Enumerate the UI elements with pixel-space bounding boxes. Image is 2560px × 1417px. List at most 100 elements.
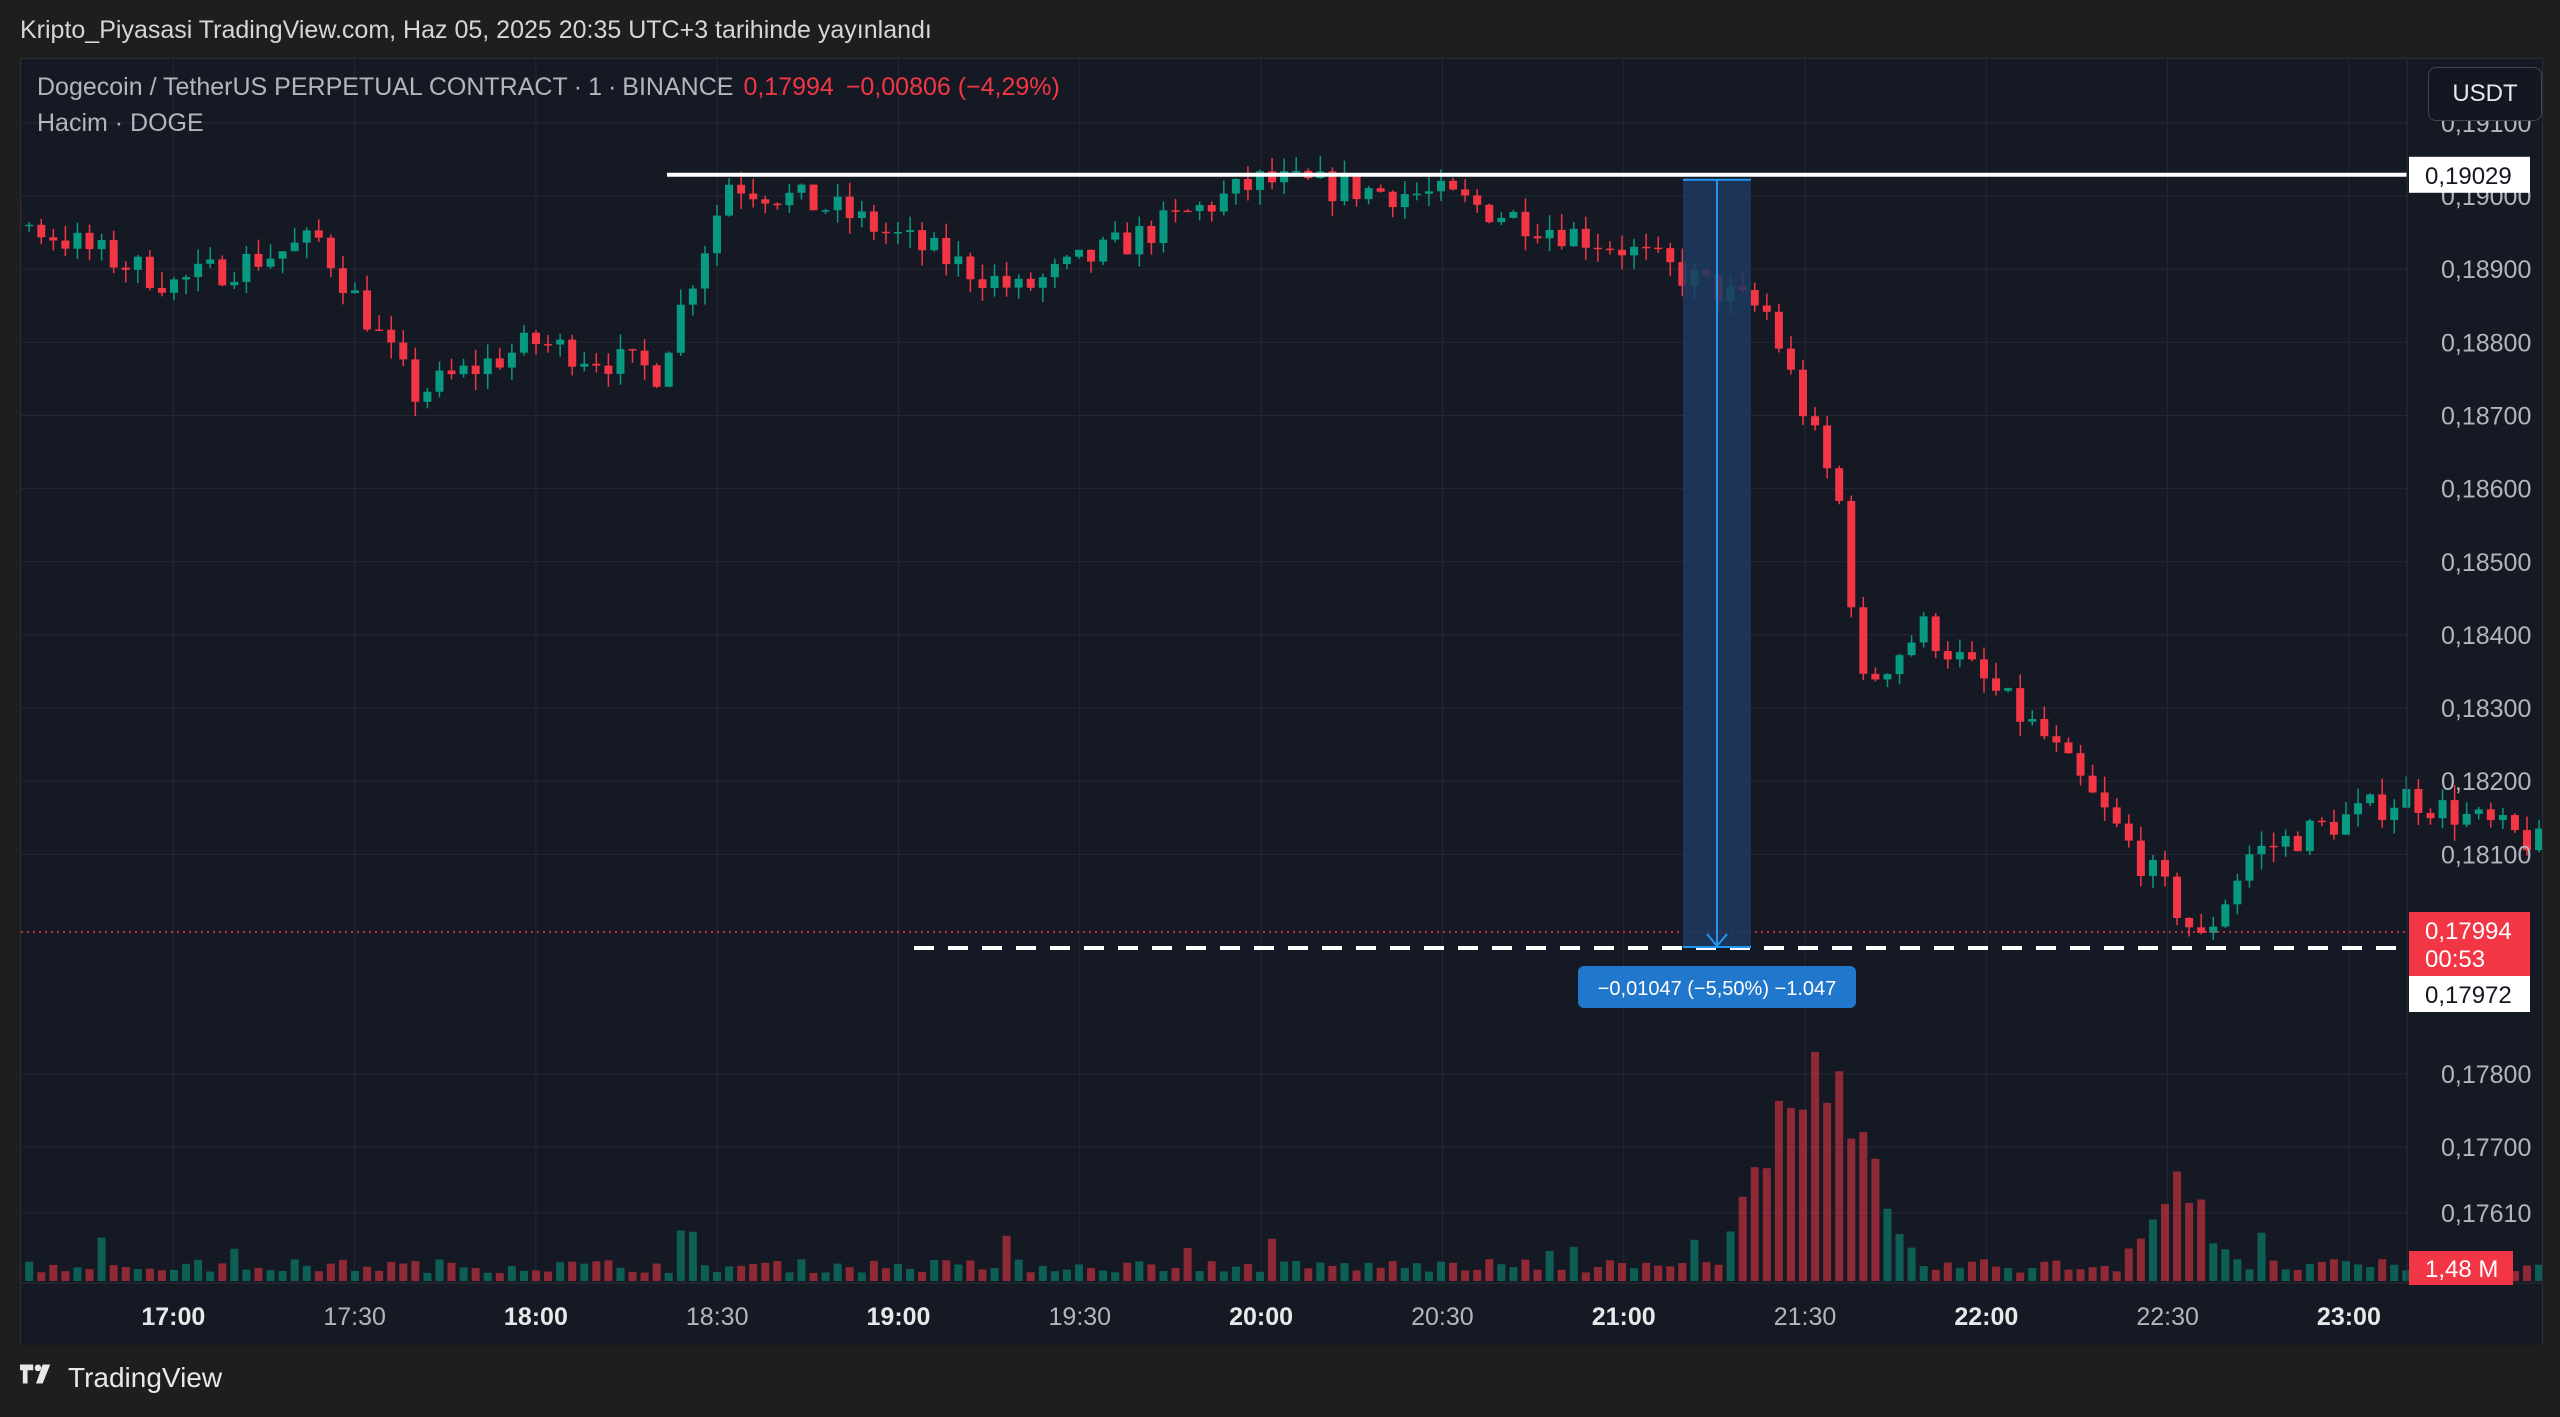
candle-body[interactable]	[2281, 835, 2290, 847]
candle-body[interactable]	[544, 344, 553, 346]
candle-body[interactable]	[2450, 800, 2459, 825]
candle-body[interactable]	[761, 199, 770, 204]
candle-body[interactable]	[2064, 742, 2073, 754]
candle-body[interactable]	[1159, 210, 1168, 243]
candle-body[interactable]	[1219, 193, 1228, 212]
candle-body[interactable]	[1256, 171, 1264, 190]
candle-body[interactable]	[1147, 225, 1156, 243]
candle-body[interactable]	[2366, 794, 2375, 804]
candle-body[interactable]	[495, 358, 504, 368]
candle-body[interactable]	[1919, 616, 1928, 643]
candle-body[interactable]	[2378, 794, 2387, 821]
tradingview-brand[interactable]: TradingView	[68, 1362, 223, 1393]
candle-body[interactable]	[326, 237, 335, 269]
candle-body[interactable]	[1847, 500, 1856, 608]
candle-body[interactable]	[2197, 927, 2206, 933]
candle-body[interactable]	[2016, 688, 2025, 722]
candle-body[interactable]	[906, 230, 915, 233]
candle-body[interactable]	[61, 240, 70, 249]
candle-body[interactable]	[1509, 211, 1518, 218]
candle-body[interactable]	[592, 363, 601, 366]
candle-body[interactable]	[109, 240, 118, 268]
candle-body[interactable]	[1497, 217, 1506, 223]
candle-body[interactable]	[1931, 616, 1940, 652]
candle-body[interactable]	[1762, 305, 1771, 312]
candle-body[interactable]	[616, 349, 625, 374]
drawings[interactable]: −0,01047 (−5,50%) −1.047	[21, 172, 2407, 1008]
candle-body[interactable]	[2221, 904, 2230, 927]
candle-body[interactable]	[2498, 815, 2507, 821]
candle-body[interactable]	[580, 363, 589, 367]
candle-body[interactable]	[2185, 917, 2194, 928]
candle-body[interactable]	[423, 391, 432, 402]
candle-body[interactable]	[725, 184, 734, 216]
candle-body[interactable]	[1557, 229, 1566, 247]
candle-body[interactable]	[2474, 809, 2483, 814]
candle-body[interactable]	[942, 237, 951, 265]
candle-body[interactable]	[1075, 249, 1083, 257]
candle-body[interactable]	[1400, 194, 1409, 208]
candle-body[interactable]	[2112, 807, 2121, 824]
candle-body[interactable]	[1002, 275, 1011, 288]
candle-body[interactable]	[519, 332, 528, 353]
candle-body[interactable]	[1955, 652, 1964, 660]
candle-body[interactable]	[1907, 642, 1916, 656]
candle-body[interactable]	[532, 332, 540, 345]
candle-body[interactable]	[411, 359, 420, 402]
candle-body[interactable]	[2510, 815, 2519, 831]
candle-body[interactable]	[1485, 204, 1494, 223]
candles[interactable]	[21, 93, 2542, 942]
candle-body[interactable]	[121, 267, 130, 270]
candle-body[interactable]	[2269, 845, 2278, 848]
candle-body[interactable]	[1593, 247, 1602, 250]
candle-body[interactable]	[2100, 792, 2109, 808]
candle-body[interactable]	[471, 365, 480, 375]
candle-body[interactable]	[1388, 191, 1397, 208]
candle-body[interactable]	[1642, 246, 1651, 249]
candle-body[interactable]	[97, 240, 106, 250]
candle-body[interactable]	[1943, 651, 1952, 660]
candle-body[interactable]	[556, 339, 565, 345]
candle-body[interactable]	[869, 211, 878, 232]
candle-body[interactable]	[1835, 468, 1844, 501]
candle-body[interactable]	[628, 349, 637, 351]
candle-body[interactable]	[387, 329, 396, 343]
candle-body[interactable]	[37, 224, 46, 238]
candle-body[interactable]	[2462, 813, 2471, 825]
candle-body[interactable]	[1352, 176, 1361, 200]
candle-body[interactable]	[1654, 247, 1663, 250]
candle-body[interactable]	[1895, 655, 1904, 675]
candle-body[interactable]	[2209, 926, 2218, 933]
candle-body[interactable]	[242, 253, 251, 282]
candle-body[interactable]	[25, 224, 34, 227]
candle-body[interactable]	[1268, 171, 1277, 183]
candle-body[interactable]	[1087, 249, 1096, 262]
candle-body[interactable]	[954, 256, 963, 265]
candle-body[interactable]	[2414, 789, 2423, 813]
candle-body[interactable]	[1618, 249, 1626, 256]
candle-body[interactable]	[1533, 236, 1542, 239]
candle-body[interactable]	[2390, 807, 2399, 821]
candle-body[interactable]	[1424, 191, 1433, 194]
candle-body[interactable]	[604, 365, 613, 374]
candle-body[interactable]	[1280, 171, 1289, 183]
candle-body[interactable]	[1014, 278, 1023, 288]
candle-body[interactable]	[278, 251, 287, 259]
candle-body[interactable]	[1207, 205, 1216, 212]
candle-body[interactable]	[1883, 674, 1892, 680]
candle-body[interactable]	[254, 253, 263, 267]
candle-body[interactable]	[1183, 210, 1192, 213]
candle-body[interactable]	[881, 231, 890, 234]
candle-body[interactable]	[1630, 246, 1639, 256]
candle-body[interactable]	[157, 287, 166, 293]
candle-body[interactable]	[1123, 232, 1132, 255]
candle-body[interactable]	[978, 279, 987, 289]
candle-body[interactable]	[1871, 673, 1880, 680]
candle-body[interactable]	[857, 211, 866, 219]
candle-body[interactable]	[2257, 845, 2266, 855]
candle-body[interactable]	[170, 279, 178, 293]
candle-body[interactable]	[1026, 278, 1035, 288]
candle-body[interactable]	[338, 268, 347, 294]
candle-body[interactable]	[568, 339, 577, 367]
candle-body[interactable]	[2329, 821, 2338, 835]
